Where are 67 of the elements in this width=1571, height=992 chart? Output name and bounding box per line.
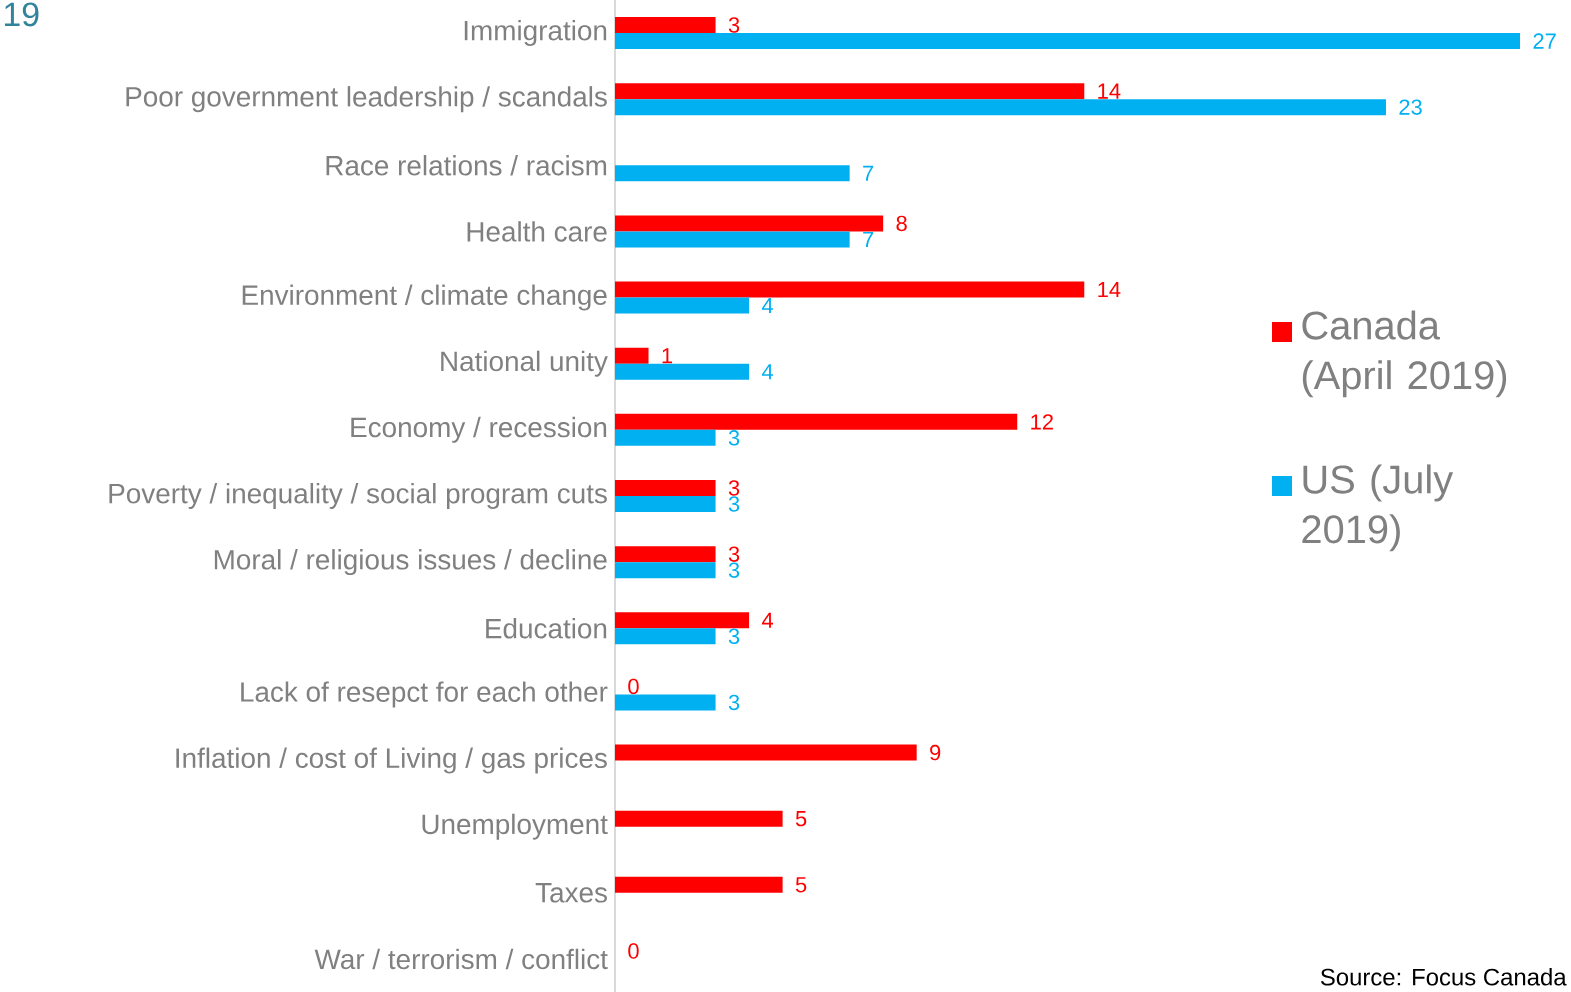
- bar: [615, 17, 716, 33]
- data-label: 12: [1031, 414, 1053, 430]
- bar: [615, 495, 716, 512]
- y-tick-label: Inflation / cost of Living / gas prices: [176, 747, 607, 774]
- y-tick-label: Poverty / inequality / social program cuts: [109, 482, 607, 509]
- text: 19: [4, 2, 39, 27]
- data-label: 14: [1098, 282, 1121, 298]
- data-label: 23: [1399, 99, 1422, 115]
- bar: [615, 347, 649, 364]
- data-label: 7: [863, 165, 874, 181]
- bar: [615, 231, 850, 248]
- y-tick-label: National unity: [441, 350, 608, 377]
- data-label: 3: [728, 546, 740, 562]
- data-label: 3: [728, 628, 740, 645]
- data-label: 4: [761, 298, 774, 314]
- data-label: 14: [1098, 83, 1121, 99]
- y-tick-label: Taxes: [535, 883, 607, 903]
- data-label: 0: [628, 678, 639, 695]
- data-label: 9: [930, 744, 941, 761]
- bar: [615, 429, 716, 446]
- data-label: 5: [795, 877, 807, 893]
- bar: [615, 744, 917, 761]
- annotation: Source: Focus Canada: [1320, 968, 1567, 986]
- y-tick-label: Education: [486, 618, 607, 639]
- data-label: 27: [1533, 33, 1556, 49]
- bar: [615, 99, 1386, 116]
- data-label: 8: [896, 215, 907, 232]
- y-tick-label: Poor government leadership / scandals: [126, 86, 607, 113]
- y-tick-label: Health care: [467, 221, 607, 242]
- bar: [615, 479, 716, 496]
- bar: [615, 83, 1085, 100]
- y-tick-label: Lack of resepct for each other: [241, 681, 608, 708]
- y-tick-label: War / terrorism / conflict: [314, 948, 608, 970]
- bar: [615, 281, 1085, 298]
- bar: [615, 413, 1018, 430]
- data-label: 1: [662, 348, 673, 364]
- legend-label: US (July 2019): [1302, 464, 1454, 552]
- bar: [615, 612, 750, 629]
- bar: [615, 810, 783, 827]
- y-tick-label: Moral / religious issues / decline: [214, 549, 607, 576]
- bar: [615, 297, 750, 314]
- data-label: 4: [761, 364, 774, 380]
- data-label: 3: [728, 562, 740, 578]
- y-tick-label: Race relations / racism: [326, 155, 607, 176]
- bar: [615, 562, 716, 579]
- bar: [615, 694, 716, 711]
- legend-label: Canada (April 2019): [1302, 310, 1507, 398]
- data-label: 3: [728, 480, 740, 496]
- bar: [615, 363, 750, 380]
- y-tick-label: Unemployment: [422, 813, 608, 840]
- data-label: 7: [863, 231, 874, 247]
- data-label: 0: [628, 943, 639, 959]
- bar: [615, 876, 783, 893]
- bar: [615, 546, 716, 563]
- y-tick-label: Economy / recession: [351, 416, 607, 443]
- data-label: 5: [795, 811, 807, 827]
- data-label: 3: [728, 694, 740, 711]
- data-label: 3: [728, 430, 740, 446]
- bar: [615, 215, 884, 232]
- data-label: 4: [761, 612, 774, 628]
- data-label: 3: [728, 496, 740, 512]
- bar: [615, 628, 716, 645]
- data-label: 3: [728, 17, 740, 33]
- y-tick-label: Environment / climate change: [242, 284, 607, 311]
- bar: [615, 33, 1521, 49]
- y-tick-label: Immigration: [464, 19, 607, 46]
- bar: [615, 165, 850, 182]
